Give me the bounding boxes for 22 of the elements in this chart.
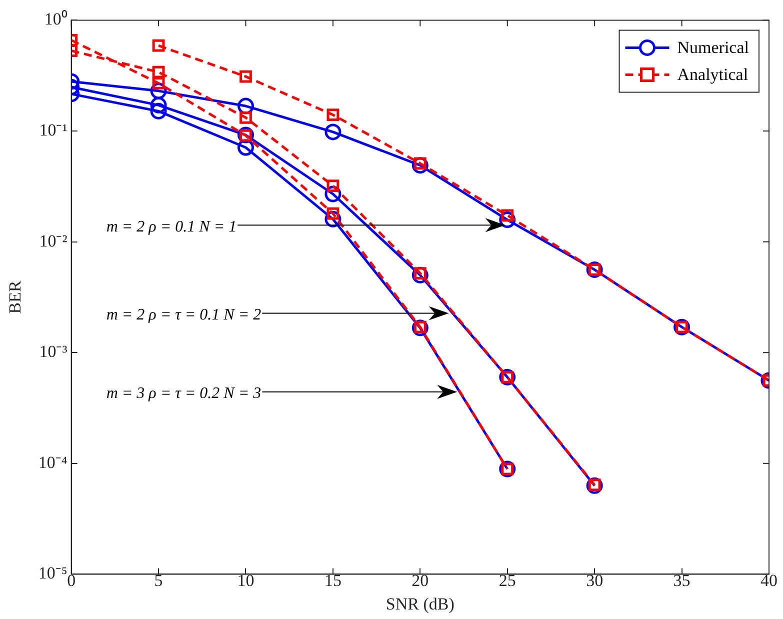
y-tick-label: 10⁰ — [44, 10, 68, 29]
x-tick-label: 30 — [586, 570, 604, 590]
y-tick-label: 10⁻⁴ — [38, 452, 68, 472]
annotation: m = 3 ρ = τ = 0.2 N = 3 — [106, 385, 262, 402]
legend-label: Analytical — [677, 65, 748, 84]
legend-label: Numerical — [677, 38, 750, 58]
x-tick-label: 40 — [760, 570, 778, 590]
x-tick-label: 35 — [673, 570, 690, 590]
annotation: m = 2 ρ = τ = 0.1 N = 2 — [106, 306, 262, 324]
y-tick-label: 10⁻⁵ — [38, 564, 68, 583]
x-axis-title: SNR (dB) — [386, 594, 454, 614]
x-tick-label: 5 — [154, 570, 163, 590]
x-tick-label: 20 — [412, 570, 429, 590]
x-tick-label: 10 — [237, 570, 254, 590]
x-tick-label: 15 — [324, 570, 342, 590]
y-tick-label: 10⁻³ — [39, 342, 68, 362]
x-tick-label: 0 — [67, 570, 76, 590]
y-tick-label: 10⁻² — [39, 231, 68, 250]
x-tick-label: 25 — [498, 570, 516, 590]
y-axis-title: BER — [6, 280, 25, 314]
annotation: m = 2 ρ = 0.1 N = 1 — [106, 218, 237, 236]
y-tick-label: 10⁻¹ — [39, 120, 68, 140]
